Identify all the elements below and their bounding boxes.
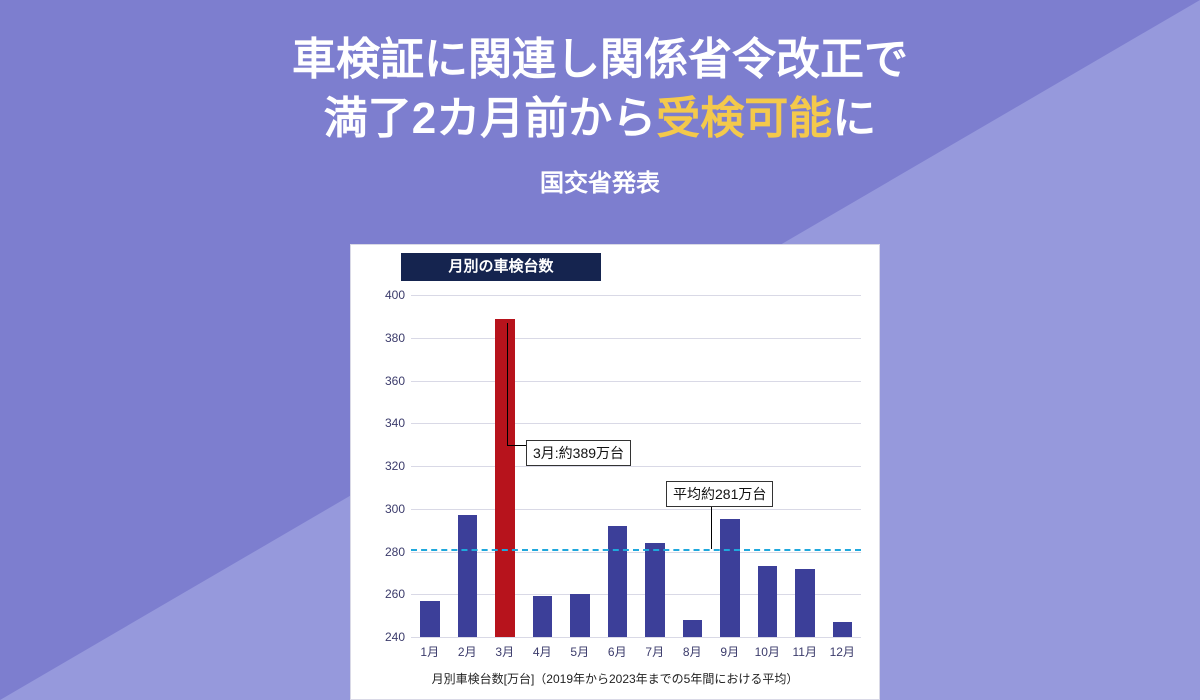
chart-footer: 月別車検台数[万台]（2019年から2023年までの5年間における平均） bbox=[351, 670, 879, 687]
chart-bar bbox=[758, 566, 778, 637]
chart-gridline bbox=[411, 423, 861, 424]
headline-accent: 受検可能 bbox=[656, 94, 832, 143]
headline-line2a: 満了2カ月前から bbox=[324, 94, 656, 143]
y-tick-label: 360 bbox=[371, 374, 405, 388]
x-tick-label: 2月 bbox=[449, 643, 487, 660]
chart-bar bbox=[645, 543, 665, 637]
x-tick-label: 6月 bbox=[599, 643, 637, 660]
x-tick-label: 1月 bbox=[411, 643, 449, 660]
y-tick-label: 380 bbox=[371, 331, 405, 345]
peak-callout-line-h bbox=[507, 445, 526, 446]
chart-bar bbox=[495, 319, 515, 637]
chart-gridline bbox=[411, 338, 861, 339]
chart-bar bbox=[608, 526, 628, 637]
y-tick-label: 260 bbox=[371, 587, 405, 601]
y-tick-label: 320 bbox=[371, 459, 405, 473]
chart-bar bbox=[833, 622, 853, 637]
x-tick-label: 9月 bbox=[711, 643, 749, 660]
chart-plot-area: 2402602803003203403603804001月2月3月4月5月6月7… bbox=[411, 295, 861, 637]
page-root: 車検証に関連し関係省令改正で 満了2カ月前から受検可能に 国交省発表 月別の車検… bbox=[0, 0, 1200, 700]
y-tick-label: 340 bbox=[371, 416, 405, 430]
chart-gridline bbox=[411, 466, 861, 467]
chart-bar bbox=[683, 620, 703, 637]
y-tick-label: 300 bbox=[371, 502, 405, 516]
chart-card: 月別の車検台数 2402602803003203403603804001月2月3… bbox=[350, 244, 880, 700]
chart-gridline bbox=[411, 637, 861, 638]
x-tick-label: 12月 bbox=[824, 643, 862, 660]
chart-title: 月別の車検台数 bbox=[401, 253, 601, 281]
chart-gridline bbox=[411, 381, 861, 382]
headline-sub: 国交省発表 bbox=[0, 163, 1200, 198]
chart-bar bbox=[720, 519, 740, 637]
x-tick-label: 3月 bbox=[486, 643, 524, 660]
avg-callout-label: 平均約281万台 bbox=[666, 481, 773, 507]
chart-gridline bbox=[411, 509, 861, 510]
y-tick-label: 280 bbox=[371, 545, 405, 559]
chart-gridline bbox=[411, 594, 861, 595]
peak-callout-label: 3月:約389万台 bbox=[526, 440, 631, 466]
headline-line2c: に bbox=[832, 94, 876, 143]
y-tick-label: 400 bbox=[371, 288, 405, 302]
x-tick-label: 7月 bbox=[636, 643, 674, 660]
chart-gridline bbox=[411, 295, 861, 296]
headline-block: 車検証に関連し関係省令改正で 満了2カ月前から受検可能に 国交省発表 bbox=[0, 0, 1200, 198]
headline-line1: 車検証に関連し関係省令改正で bbox=[0, 30, 1200, 89]
x-tick-label: 8月 bbox=[674, 643, 712, 660]
y-tick-label: 240 bbox=[371, 630, 405, 644]
chart-bar bbox=[533, 596, 553, 637]
headline-line2: 満了2カ月前から受検可能に bbox=[0, 89, 1200, 148]
peak-callout-line bbox=[507, 323, 508, 445]
avg-callout-line bbox=[711, 503, 712, 549]
chart-bar bbox=[795, 569, 815, 637]
x-tick-label: 5月 bbox=[561, 643, 599, 660]
chart-bar bbox=[458, 515, 478, 637]
x-tick-label: 10月 bbox=[749, 643, 787, 660]
chart-gridline bbox=[411, 552, 861, 553]
x-tick-label: 4月 bbox=[524, 643, 562, 660]
avg-line bbox=[411, 549, 861, 551]
x-tick-label: 11月 bbox=[786, 643, 824, 660]
chart-bar bbox=[570, 594, 590, 637]
chart-bar bbox=[420, 601, 440, 637]
